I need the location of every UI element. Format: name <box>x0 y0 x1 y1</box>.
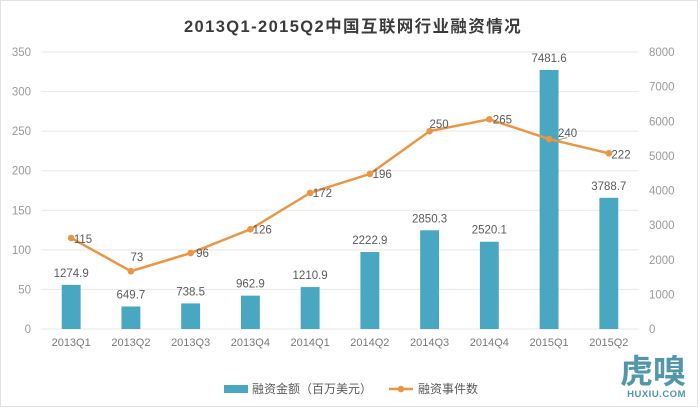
svg-text:1000: 1000 <box>649 289 675 301</box>
svg-text:50: 50 <box>18 284 31 296</box>
svg-text:8000: 8000 <box>649 47 675 59</box>
svg-text:HUXIU.COM: HUXIU.COM <box>627 389 686 400</box>
svg-text:2015Q2: 2015Q2 <box>589 337 628 349</box>
svg-text:2013Q1: 2013Q1 <box>52 337 91 349</box>
svg-text:6000: 6000 <box>649 116 675 128</box>
svg-text:115: 115 <box>74 234 92 246</box>
svg-text:2850.3: 2850.3 <box>412 213 447 225</box>
svg-text:虎嗅: 虎嗅 <box>620 353 686 390</box>
svg-text:2013Q2: 2013Q2 <box>111 337 150 349</box>
svg-text:200: 200 <box>12 166 31 178</box>
svg-text:0: 0 <box>25 324 31 336</box>
svg-text:2014Q4: 2014Q4 <box>470 337 509 349</box>
svg-text:2520.1: 2520.1 <box>472 225 507 237</box>
svg-text:96: 96 <box>196 248 209 260</box>
svg-text:150: 150 <box>12 205 31 217</box>
svg-text:2014Q3: 2014Q3 <box>410 337 449 349</box>
svg-text:738.5: 738.5 <box>176 286 205 298</box>
svg-text:4000: 4000 <box>649 186 675 198</box>
svg-text:2013Q3: 2013Q3 <box>171 337 210 349</box>
svg-text:962.9: 962.9 <box>236 279 265 291</box>
svg-text:172: 172 <box>313 188 332 200</box>
svg-text:126: 126 <box>253 224 272 236</box>
svg-text:融资金额（百万美元）: 融资金额（百万美元） <box>252 381 372 396</box>
svg-text:100: 100 <box>12 245 31 257</box>
svg-text:222: 222 <box>611 149 630 161</box>
svg-text:196: 196 <box>373 169 392 181</box>
svg-text:2015Q1: 2015Q1 <box>530 337 569 349</box>
svg-text:5000: 5000 <box>649 151 675 163</box>
svg-text:240: 240 <box>558 128 577 140</box>
svg-text:265: 265 <box>493 114 512 126</box>
svg-text:2000: 2000 <box>649 255 675 267</box>
svg-text:2014Q2: 2014Q2 <box>350 337 389 349</box>
svg-text:300: 300 <box>12 87 31 99</box>
svg-text:73: 73 <box>131 252 144 264</box>
svg-text:2222.9: 2222.9 <box>352 235 387 247</box>
svg-text:7481.6: 7481.6 <box>531 53 566 65</box>
svg-text:350: 350 <box>12 47 31 59</box>
svg-text:3000: 3000 <box>649 220 675 232</box>
svg-text:1210.9: 1210.9 <box>293 270 328 282</box>
svg-text:2013Q4: 2013Q4 <box>231 337 270 349</box>
svg-text:250: 250 <box>12 126 31 138</box>
svg-text:1274.9: 1274.9 <box>54 268 89 280</box>
svg-text:250: 250 <box>430 119 449 131</box>
svg-text:0: 0 <box>649 324 655 336</box>
svg-text:融资事件数: 融资事件数 <box>418 381 478 396</box>
svg-text:3788.7: 3788.7 <box>591 181 626 193</box>
svg-text:649.7: 649.7 <box>117 290 146 302</box>
svg-text:7000: 7000 <box>649 82 675 94</box>
svg-text:2014Q1: 2014Q1 <box>291 337 330 349</box>
